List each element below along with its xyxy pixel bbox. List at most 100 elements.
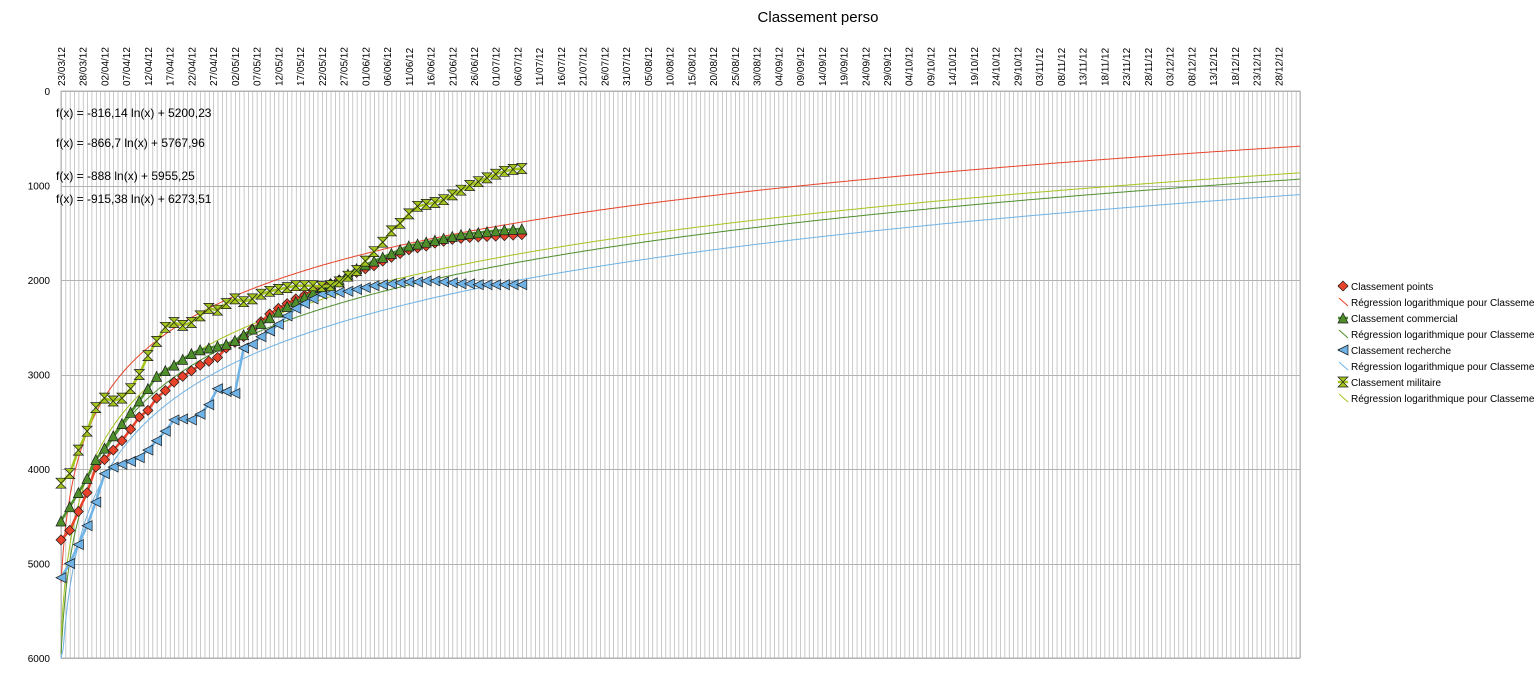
data-point bbox=[385, 225, 398, 237]
x-tick-labels: 23/03/12 28/03/12 02/04/12 07/04/12 12/04/12… bbox=[57, 47, 1285, 86]
data-point bbox=[272, 306, 284, 318]
data-point bbox=[168, 376, 180, 388]
plot-area bbox=[60, 90, 1301, 659]
x-tick-label: 18/12/12 bbox=[1231, 47, 1242, 86]
data-point bbox=[98, 468, 110, 480]
regression-line bbox=[60, 178, 1301, 654]
data-point bbox=[142, 350, 154, 361]
data-point bbox=[220, 385, 232, 398]
data-point bbox=[90, 496, 102, 508]
data-point bbox=[116, 417, 128, 429]
x-tick-label: 15/08/12 bbox=[687, 47, 698, 86]
data-point bbox=[446, 189, 459, 201]
data-point bbox=[281, 310, 293, 322]
x-tick-label: 14/09/12 bbox=[818, 47, 829, 86]
data-point bbox=[177, 353, 189, 365]
x-tick-label: 30/08/12 bbox=[753, 47, 764, 86]
data-point bbox=[142, 444, 154, 456]
data-point bbox=[272, 318, 284, 330]
data-point bbox=[238, 329, 250, 341]
data-point bbox=[98, 392, 111, 404]
data-point bbox=[107, 461, 119, 473]
data-point bbox=[490, 225, 502, 237]
data-point bbox=[125, 423, 137, 435]
data-point bbox=[429, 197, 441, 208]
data-point bbox=[463, 180, 476, 191]
legend-label: Régression logarithmique pour Classeme bbox=[1351, 362, 1535, 373]
data-point bbox=[489, 168, 502, 180]
x-tick-label: 28/12/12 bbox=[1274, 47, 1285, 86]
data-point bbox=[72, 444, 85, 456]
data-point bbox=[507, 223, 519, 235]
regression-equation: f(x) = -816,14 ln(x) + 5200,23 bbox=[56, 106, 212, 120]
x-tick-label: 07/04/12 bbox=[122, 47, 133, 86]
legend-swatch-line bbox=[1338, 393, 1349, 403]
data-point bbox=[385, 247, 397, 259]
x-tick-label: 04/09/12 bbox=[774, 47, 785, 86]
data-point bbox=[107, 395, 120, 407]
data-point bbox=[411, 238, 424, 250]
x-tick-label: 23/03/12 bbox=[57, 47, 68, 86]
y-tick-label: 3000 bbox=[28, 371, 51, 382]
data-point bbox=[420, 236, 432, 248]
data-point bbox=[185, 347, 197, 360]
data-point bbox=[498, 165, 511, 177]
data-point bbox=[72, 506, 84, 517]
data-point bbox=[263, 285, 276, 297]
y-tick-labels: 0 1000 2000 3000 4000 5000 6000 bbox=[28, 87, 51, 665]
data-point bbox=[237, 342, 249, 354]
x-tick-label: 07/05/12 bbox=[253, 47, 264, 86]
x-tick-label: 11/07/12 bbox=[535, 47, 546, 86]
data-point bbox=[1337, 344, 1349, 356]
x-tick-label: 12/05/12 bbox=[274, 47, 285, 86]
data-point bbox=[98, 442, 111, 454]
data-point bbox=[255, 288, 267, 300]
x-tick-label: 16/06/12 bbox=[427, 47, 438, 86]
data-point bbox=[133, 411, 145, 423]
x-tick-label: 26/07/12 bbox=[600, 47, 611, 86]
legend-label: Classement militaire bbox=[1351, 378, 1441, 389]
legend-label: Régression logarithmique pour Classeme bbox=[1351, 394, 1535, 405]
x-tick-label: 21/07/12 bbox=[579, 47, 590, 86]
y-tick-label: 5000 bbox=[28, 560, 51, 571]
data-point bbox=[142, 382, 154, 395]
data-point bbox=[81, 487, 93, 499]
y-tick-label: 0 bbox=[44, 87, 50, 98]
legend-label: Régression logarithmique pour Classeme bbox=[1351, 298, 1535, 309]
data-point bbox=[515, 163, 528, 174]
data-point bbox=[263, 325, 276, 337]
regression-line bbox=[60, 194, 1301, 659]
x-tick-label: 22/05/12 bbox=[318, 47, 329, 86]
x-tick-label: 02/05/12 bbox=[231, 47, 242, 86]
data-point bbox=[464, 227, 476, 240]
data-point bbox=[150, 435, 162, 447]
data-point bbox=[472, 176, 485, 188]
series-group bbox=[55, 163, 528, 489]
x-tick-label: 01/07/12 bbox=[492, 47, 503, 86]
data-point bbox=[211, 383, 223, 395]
x-tick-label: 05/08/12 bbox=[644, 47, 655, 86]
data-point bbox=[72, 486, 84, 498]
data-point bbox=[290, 302, 302, 314]
data-point bbox=[298, 298, 310, 310]
legend-label: Régression logarithmique pour Classeme bbox=[1351, 330, 1535, 341]
x-tick-label: 13/11/12 bbox=[1079, 47, 1090, 86]
data-point bbox=[203, 399, 215, 411]
data-point bbox=[455, 184, 467, 196]
legend-label: Classement commercial bbox=[1351, 314, 1458, 325]
x-tick-label: 14/10/12 bbox=[948, 47, 959, 86]
data-point bbox=[315, 281, 328, 292]
x-tick-label: 23/11/12 bbox=[1122, 47, 1133, 86]
x-tick-label: 08/12/12 bbox=[1187, 47, 1198, 86]
data-point bbox=[394, 244, 406, 256]
x-tick-label: 13/12/12 bbox=[1209, 47, 1220, 86]
x-tick-label: 03/11/12 bbox=[1035, 47, 1046, 86]
y-tick-label: 6000 bbox=[28, 654, 51, 665]
data-point bbox=[229, 293, 241, 305]
data-point bbox=[411, 200, 424, 212]
data-point bbox=[481, 172, 493, 184]
data-point bbox=[124, 383, 137, 395]
data-point bbox=[298, 280, 311, 292]
data-point bbox=[472, 227, 484, 239]
